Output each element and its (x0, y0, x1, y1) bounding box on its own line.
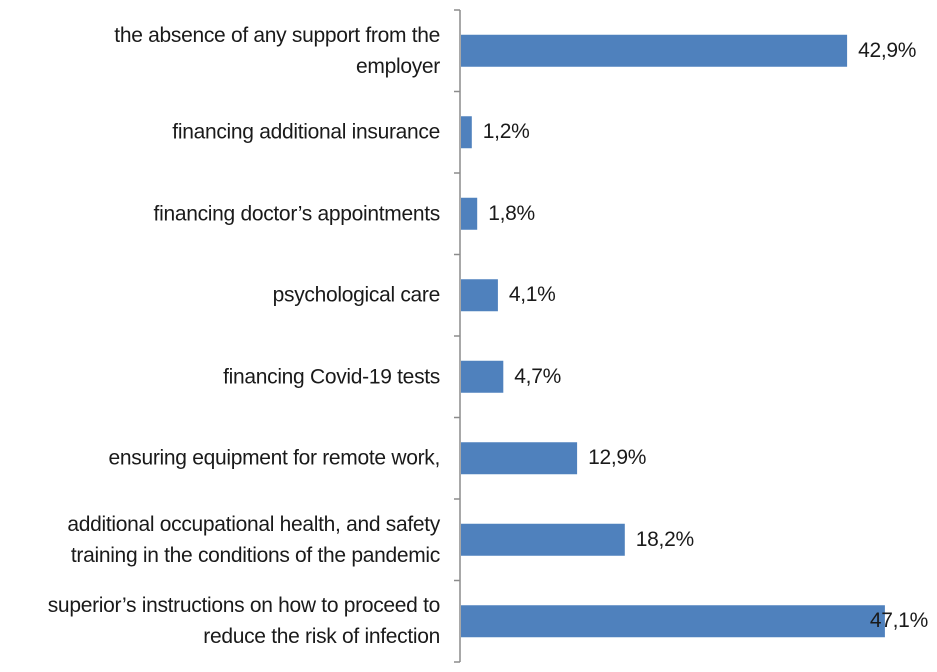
category-label-line: ensuring equipment for remote work, (108, 446, 441, 470)
category-label: superior’s instructions on how to procee… (0, 590, 441, 652)
data-label: 42,9% (858, 38, 917, 62)
data-label: 47,1% (869, 609, 928, 633)
category-label-line: financing doctor’s appointments (153, 202, 441, 226)
category-label: financing doctor’s appointments (0, 198, 441, 229)
data-label: 4,7% (514, 364, 561, 388)
bar (461, 360, 504, 393)
category-label-line: additional occupational health, and safe… (67, 512, 440, 536)
category-label: financing Covid-19 tests (0, 361, 440, 392)
category-label-line: the absence of any support from the (114, 23, 440, 47)
data-label: 1,8% (488, 201, 535, 225)
category-label-line: employer (356, 54, 440, 78)
category-label-line: financing additional insurance (172, 120, 440, 144)
category-label-line: superior’s instructions on how to procee… (47, 594, 441, 618)
bar (461, 523, 625, 556)
category-label-line: reduce the risk of infection (203, 625, 440, 649)
category-label-line: training in the conditions of the pandem… (70, 543, 440, 567)
data-label: 1,2% (482, 120, 530, 144)
category-label: financing additional insurance (0, 117, 440, 148)
data-label: 18,2% (635, 527, 694, 551)
bar (461, 197, 478, 230)
bar (461, 34, 848, 67)
bar (461, 605, 885, 638)
data-label: 4,1% (508, 283, 556, 307)
category-label-line: psychological care (272, 283, 441, 307)
bar (461, 116, 472, 149)
category-label: psychological care (0, 280, 441, 311)
category-label: ensuring equipment for remote work, (0, 443, 441, 474)
category-label: the absence of any support from the emplo… (0, 20, 440, 82)
bar (461, 442, 578, 475)
data-label: 12,9% (588, 446, 647, 470)
category-label: additional occupational health, and safe… (0, 509, 440, 571)
category-label-line: financing Covid-19 tests (223, 365, 440, 389)
bar (461, 279, 498, 312)
